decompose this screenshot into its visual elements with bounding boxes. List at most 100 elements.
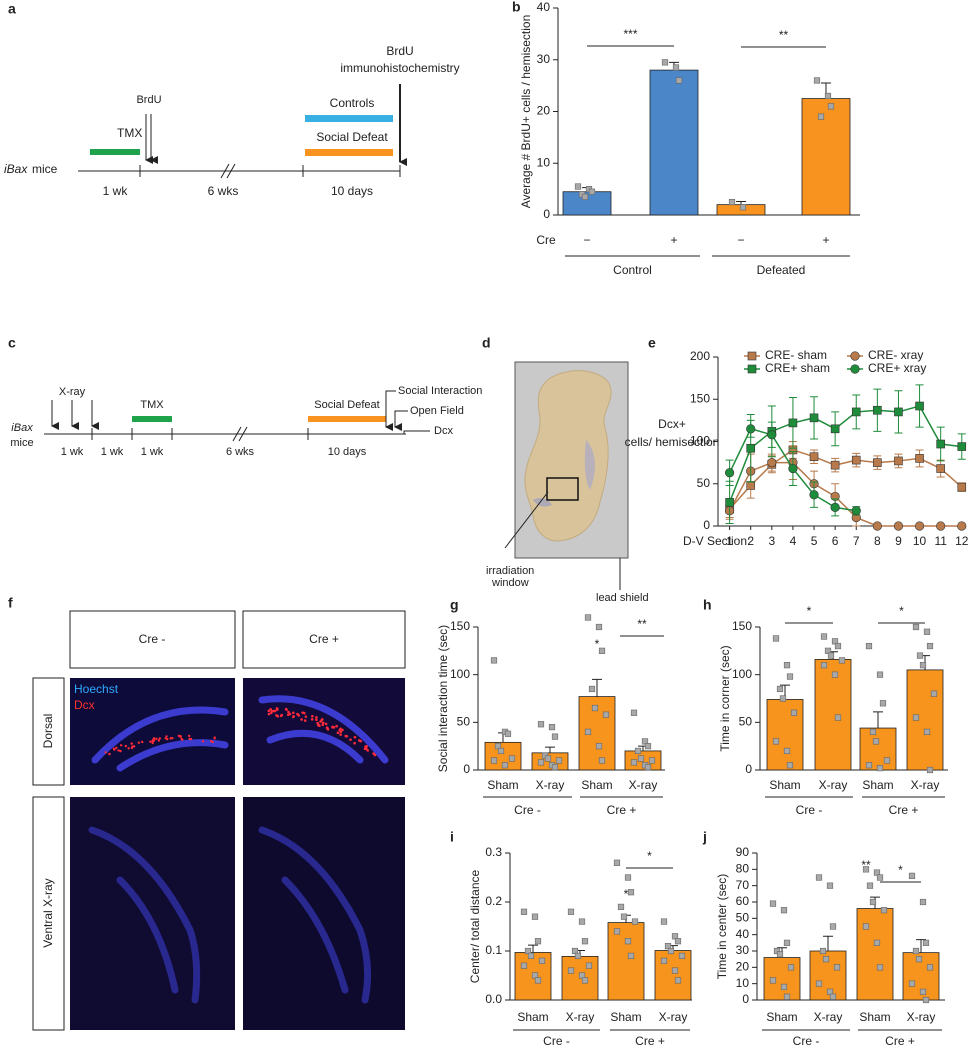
data-point bbox=[786, 673, 794, 680]
y-tick-label: 0.0 bbox=[485, 992, 502, 1006]
micrographs-f: f Cre - Cre + Dorsal Ventral X-ray Hoech… bbox=[8, 595, 406, 1031]
series-line bbox=[728, 405, 962, 503]
significance: * bbox=[595, 637, 600, 651]
window-label: irradiation bbox=[486, 565, 534, 577]
micrograph bbox=[70, 678, 235, 785]
group-label: Cre - bbox=[796, 803, 823, 817]
data-point bbox=[815, 980, 823, 987]
data-point bbox=[790, 709, 798, 716]
data-point bbox=[915, 956, 923, 963]
data-point bbox=[501, 762, 509, 769]
data-point bbox=[780, 983, 788, 991]
y-tick-label: 30 bbox=[736, 943, 750, 957]
row-label: Dorsal bbox=[41, 714, 55, 749]
dcx-signal bbox=[152, 739, 156, 742]
significance: * bbox=[807, 604, 812, 618]
dcx-signal bbox=[353, 735, 357, 739]
strain: iBax bbox=[4, 162, 28, 176]
data-point bbox=[584, 614, 592, 621]
legend-marker bbox=[747, 351, 757, 361]
duration: 6 wks bbox=[226, 446, 255, 458]
bar bbox=[906, 669, 944, 771]
dcx-signal bbox=[117, 749, 120, 752]
dcx-signal bbox=[339, 733, 342, 736]
window-label: window bbox=[491, 577, 529, 589]
data-point bbox=[851, 506, 861, 516]
dcx-signal bbox=[292, 715, 295, 718]
data-point bbox=[817, 113, 825, 120]
x-tick-label: 4 bbox=[790, 534, 797, 548]
data-point bbox=[809, 413, 819, 423]
data-point bbox=[548, 723, 556, 731]
data-point bbox=[919, 662, 927, 669]
y-axis-label: Social interaction time (sec) bbox=[436, 625, 450, 772]
data-point bbox=[829, 923, 837, 930]
x-tick-label: Sham bbox=[769, 778, 800, 792]
legend-label: CRE- sham bbox=[765, 348, 827, 362]
group-label: Cre + bbox=[889, 803, 919, 817]
y-tick-label: 0.1 bbox=[485, 943, 502, 957]
data-point bbox=[876, 764, 884, 772]
data-point bbox=[926, 642, 934, 650]
strain: iBax bbox=[11, 422, 33, 434]
data-point bbox=[767, 458, 777, 468]
dcx-signal bbox=[324, 722, 328, 726]
y-tick-label: 0 bbox=[543, 207, 550, 221]
y-axis-label: Average # BrdU+ cells / hemisection bbox=[519, 15, 533, 209]
dcx-signal bbox=[300, 718, 303, 721]
data-point bbox=[783, 747, 791, 755]
x-tick-label: X-ray bbox=[911, 778, 940, 792]
dcx-signal bbox=[188, 737, 191, 741]
dcx-signal bbox=[155, 737, 158, 741]
timeline-c: c iBax mice X-ray TMX Social Defeat Soci… bbox=[8, 335, 482, 458]
dcx-signal bbox=[318, 724, 321, 728]
dcx-signal bbox=[158, 737, 162, 740]
panel-label: h bbox=[703, 597, 712, 613]
y-tick-label: 150 bbox=[690, 391, 710, 405]
dcx-signal bbox=[321, 721, 325, 725]
data-point bbox=[826, 882, 834, 889]
defeat-bar bbox=[308, 416, 386, 422]
data-point bbox=[827, 652, 835, 659]
y-axis-label: Dcx+ bbox=[658, 417, 686, 431]
significance: *** bbox=[623, 27, 637, 41]
group-label: Control bbox=[613, 263, 652, 277]
panel-label: d bbox=[482, 335, 491, 351]
y-axis-label: Center/ total distance bbox=[468, 869, 482, 983]
dcx-signal bbox=[108, 752, 111, 756]
group-label: Controls bbox=[330, 96, 375, 110]
significance: * bbox=[647, 849, 652, 863]
data-point bbox=[779, 695, 787, 702]
defeat-bar bbox=[305, 149, 393, 156]
tmx-bar bbox=[132, 416, 172, 422]
data-point bbox=[873, 458, 882, 467]
panel-label: b bbox=[512, 0, 521, 15]
data-point bbox=[819, 947, 827, 955]
y-tick-label: 40 bbox=[736, 927, 750, 941]
shield-label: lead shield bbox=[596, 592, 649, 604]
dcx-signal bbox=[372, 752, 375, 755]
y-tick-label: 0 bbox=[703, 518, 710, 532]
data-point bbox=[922, 996, 930, 1004]
x-tick-label: Sham bbox=[766, 1010, 797, 1024]
data-point bbox=[613, 928, 621, 935]
panel-label: f bbox=[8, 595, 13, 611]
data-point bbox=[504, 730, 512, 737]
data-point bbox=[872, 738, 880, 745]
data-point bbox=[772, 635, 780, 642]
data-point bbox=[923, 628, 931, 635]
data-point bbox=[894, 407, 903, 417]
data-point bbox=[831, 671, 839, 678]
dcx-signal bbox=[127, 747, 130, 750]
x-tick-label: X-ray bbox=[907, 1010, 936, 1024]
data-point bbox=[634, 747, 642, 755]
significance: * bbox=[624, 887, 629, 901]
data-point bbox=[908, 980, 916, 987]
data-point bbox=[912, 947, 920, 955]
data-point bbox=[824, 92, 832, 100]
y-tick-label: 10 bbox=[537, 155, 551, 169]
group-label: Cre - bbox=[514, 803, 541, 817]
x-tick-label: + bbox=[822, 233, 829, 247]
dcx-signal bbox=[339, 727, 342, 731]
